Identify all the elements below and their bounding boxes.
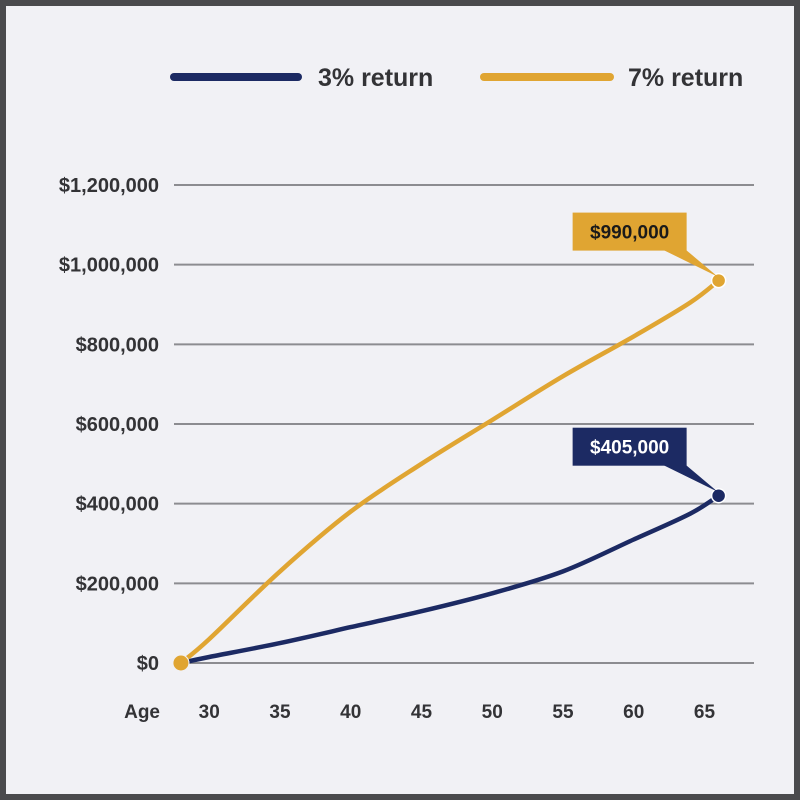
y-tick-label: $600,000 (76, 414, 159, 436)
x-tick-label: 30 (199, 702, 220, 723)
end-callouts: $405,000 $990,000 (572, 212, 718, 492)
y-axis-ticks: $0 $200,000 $400,000 $600,000 $800,000 $1,000… (59, 175, 159, 675)
gridlines (174, 184, 754, 664)
y-tick-label: $200,000 (76, 573, 159, 595)
callout-pointer (662, 249, 718, 277)
x-tick-label: 35 (269, 702, 291, 723)
callout-pointer (662, 464, 718, 492)
series-line-1 (178, 493, 721, 666)
x-tick-label: 65 (694, 702, 716, 723)
line-chart: 3% return 7% return $0 $200,000 $400,000 $60… (59, 64, 754, 723)
legend: 3% return 7% return (170, 64, 743, 92)
series-start-point-2 (172, 654, 190, 672)
callout-box (572, 427, 687, 466)
x-tick-label: 50 (482, 702, 503, 723)
callout-value-label: $405,000 (590, 438, 669, 459)
callout-box (572, 212, 687, 251)
series-end-point-2 (710, 272, 727, 289)
y-tick-label: $1,200,000 (59, 175, 159, 197)
legend-label-1: 3% return (318, 64, 433, 92)
y-tick-label: $0 (137, 653, 159, 675)
value-callout-2: $990,000 (572, 212, 718, 277)
x-axis-ticks: Age 30 35 40 45 50 55 60 65 (124, 702, 715, 723)
value-callout-1: $405,000 (572, 427, 718, 492)
x-tick-label: 40 (340, 702, 361, 723)
series-lines (172, 272, 727, 672)
y-tick-label: $800,000 (76, 334, 159, 356)
legend-label-2: 7% return (628, 64, 743, 92)
series-line-2 (178, 278, 721, 666)
x-tick-label: 55 (552, 702, 574, 723)
x-tick-label: 60 (623, 702, 644, 723)
x-axis-label: Age (124, 702, 160, 723)
x-tick-label: 45 (411, 702, 433, 723)
y-tick-label: $400,000 (76, 494, 159, 516)
series-end-point-1 (710, 487, 727, 504)
y-tick-label: $1,000,000 (59, 255, 159, 277)
chart-frame: 3% return 7% return $0 $200,000 $400,000 $60… (6, 6, 794, 794)
callout-value-label: $990,000 (590, 223, 669, 244)
